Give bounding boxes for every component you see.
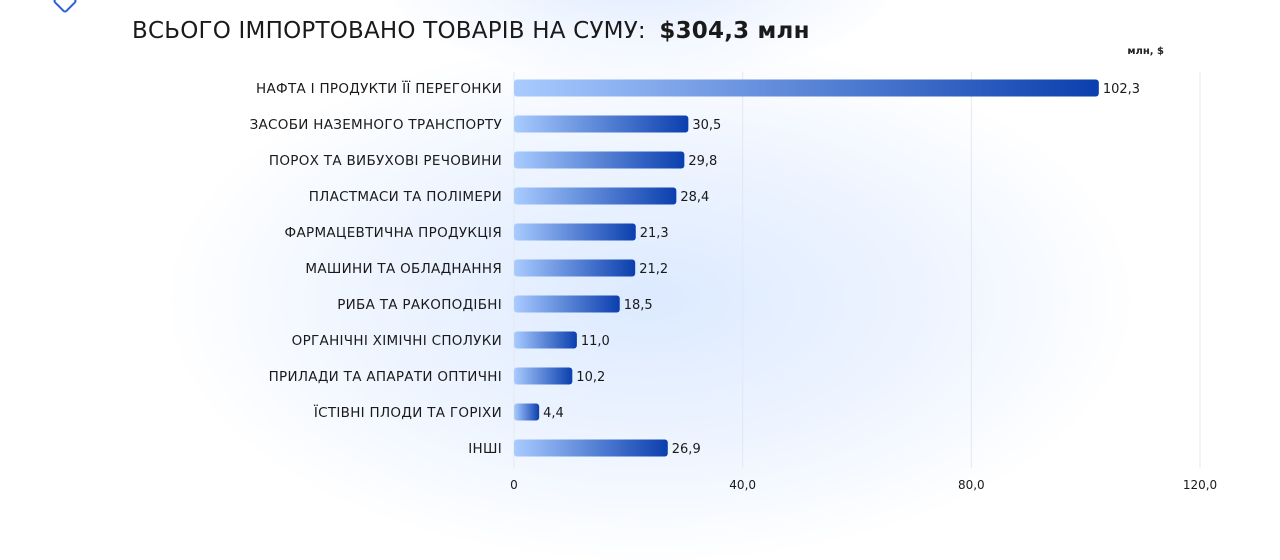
data-label: 102,3: [1103, 82, 1140, 97]
data-label: 18,5: [624, 298, 653, 313]
bar: [514, 79, 1099, 97]
data-label: 10,2: [576, 370, 605, 385]
bar: [514, 223, 636, 241]
x-tick-label: 0: [510, 478, 518, 492]
title-lead: ВСЬОГО ІМПОРТОВАНО ТОВАРІВ НА СУМУ:: [132, 18, 646, 44]
page-title: ВСЬОГО ІМПОРТОВАНО ТОВАРІВ НА СУМУ: $304…: [132, 15, 810, 47]
data-label: 11,0: [581, 334, 610, 349]
data-label: 29,8: [688, 154, 717, 169]
category-label: ПРИЛАДИ ТА АПАРАТИ ОПТИЧНІ: [269, 369, 502, 385]
bar: [514, 295, 620, 313]
category-labels: НАФТА І ПРОДУКТИ ЇЇ ПЕРЕГОНКИ ЗАСОБИ НАЗЕ…: [250, 79, 502, 457]
category-label: МАШИНИ ТА ОБЛАДНАННЯ: [305, 261, 502, 277]
category-label: ІНШІ: [468, 441, 502, 457]
x-tick-label: 80,0: [958, 478, 985, 492]
data-label: 26,9: [672, 442, 701, 457]
category-label: ЇСТІВНІ ПЛОДИ ТА ГОРІХИ: [314, 403, 502, 421]
bar: [514, 403, 540, 421]
bar: [514, 259, 636, 277]
bar-chart: НАФТА І ПРОДУКТИ ЇЇ ПЕРЕГОНКИ ЗАСОБИ НАЗЕ…: [250, 72, 1217, 492]
category-label: ЗАСОБИ НАЗЕМНОГО ТРАНСПОРТУ: [250, 117, 502, 133]
x-tick-label: 40,0: [729, 478, 756, 492]
category-label: РИБА ТА РАКОПОДІБНІ: [337, 297, 502, 313]
data-label: 4,4: [543, 406, 564, 421]
category-label: ПОРОХ ТА ВИБУХОВІ РЕЧОВИНИ: [269, 153, 502, 169]
data-label: 30,5: [692, 118, 721, 133]
data-label: 28,4: [680, 190, 709, 205]
unit-label: млн, $: [1127, 46, 1164, 57]
bar: [514, 115, 689, 133]
category-label: ФАРМАЦЕВТИЧНА ПРОДУКЦІЯ: [285, 225, 502, 241]
data-label: 21,3: [640, 226, 669, 241]
x-axis-ticks: 0 40,0 80,0 120,0: [510, 478, 1217, 492]
title-total: $304,3 млн: [659, 18, 810, 44]
bar: [514, 331, 577, 349]
bars: [514, 79, 1099, 457]
x-tick-label: 120,0: [1183, 478, 1217, 492]
bar: [514, 187, 677, 205]
bar: [514, 367, 573, 385]
category-label: ПЛАСТМАСИ ТА ПОЛІМЕРИ: [309, 189, 502, 205]
bar: [514, 439, 668, 457]
bar: [514, 151, 685, 169]
category-label: ОРГАНІЧНІ ХІМІЧНІ СПОЛУКИ: [292, 333, 502, 349]
value-labels: 102,3 30,5 29,8 28,4 21,3 21,2 18,5 11,0 10,2 4,4…: [543, 82, 1140, 457]
category-label: НАФТА І ПРОДУКТИ ЇЇ ПЕРЕГОНКИ: [256, 79, 502, 97]
data-label: 21,2: [639, 262, 668, 277]
